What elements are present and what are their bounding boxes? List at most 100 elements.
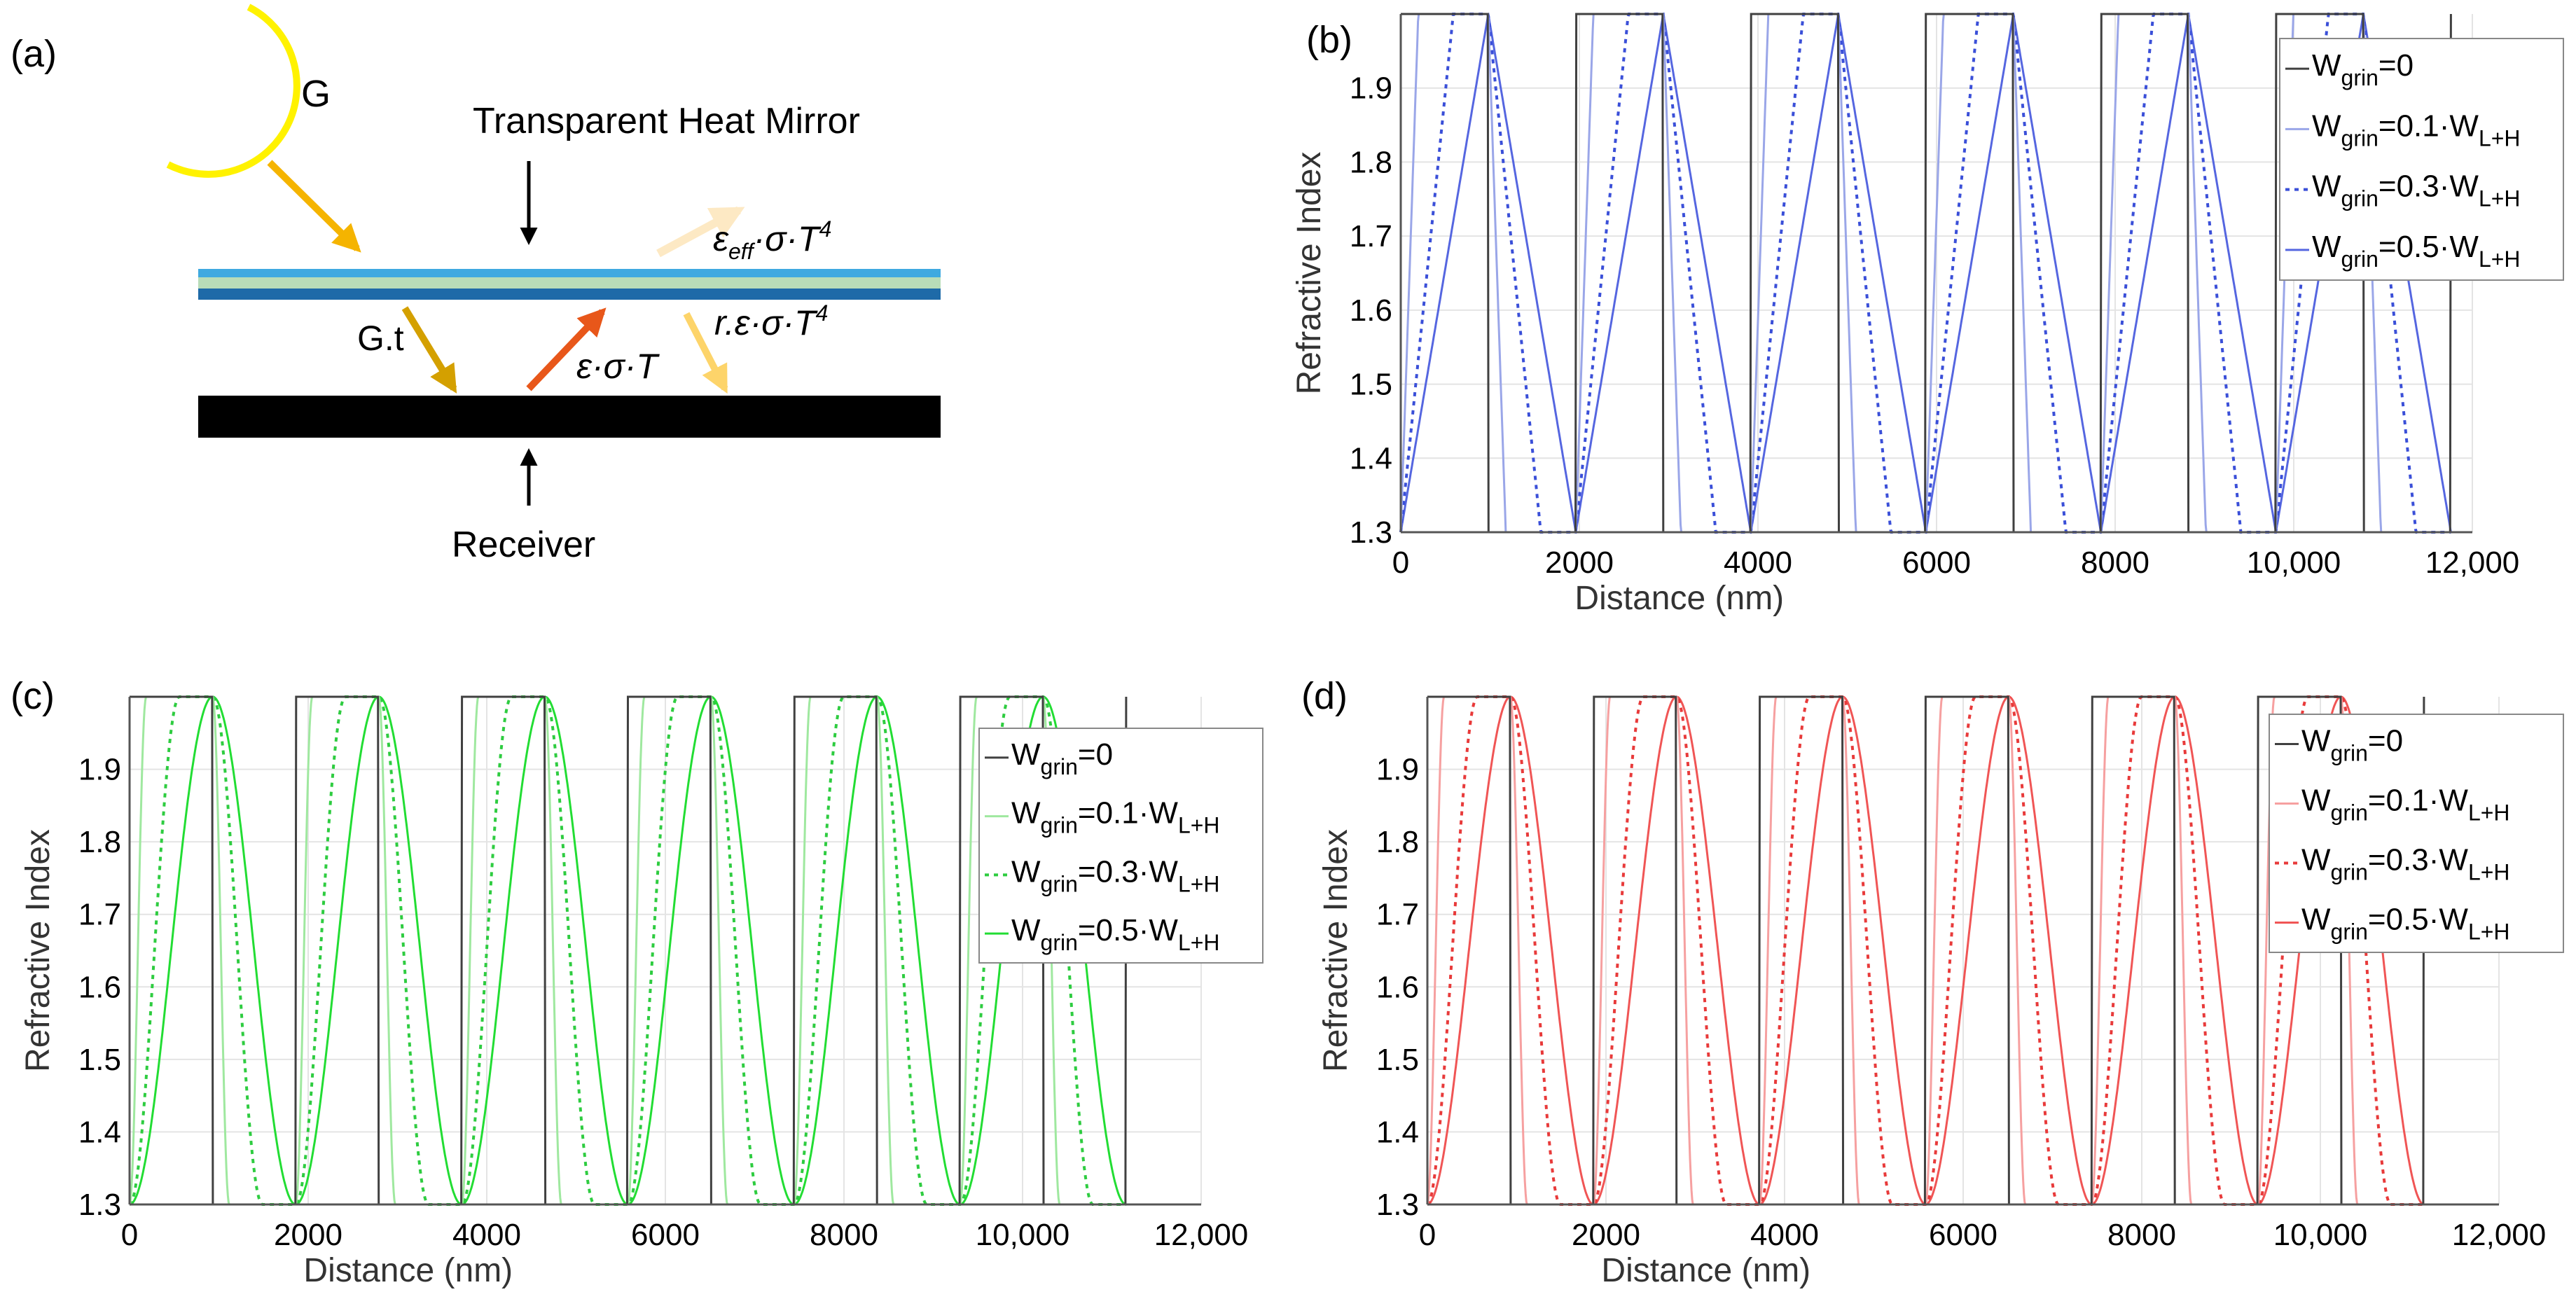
reflected-radiation-arrow (683, 312, 728, 394)
legend-entry: Wgrin=0.5·WL+H (1011, 913, 1220, 955)
legend: Wgrin=0 Wgrin=0.1·WL+H Wgrin=0.3·WL+H Wgrin… (978, 728, 1263, 964)
panel-c-label: (c) (11, 675, 55, 717)
legend-entry: Wgrin=0.3·WL+H (2301, 843, 2510, 885)
panel-b: (b) 0 2000 4000 6000 8000 10,000 12,000 1.3 1.4 1… (1291, 12, 2564, 617)
legend-entry: Wgrin=0.3·WL+H (1011, 854, 1220, 896)
y-tick-label: 1.5 (1376, 1043, 1419, 1077)
legend: Wgrin=0 Wgrin=0.1·WL+H Wgrin=0.3·WL+H Wgrin… (2279, 38, 2564, 281)
panel-a-label: (a) (11, 33, 57, 75)
x-tick-label: 6000 (1902, 546, 1971, 580)
legend-entry: Wgrin=0 (2312, 48, 2414, 90)
y-axis-label: Refractive Index (20, 829, 57, 1072)
x-tick-label: 2000 (274, 1218, 342, 1252)
legend-entry: Wgrin=0.1·WL+H (2312, 109, 2521, 151)
x-tick-label: 0 (1392, 546, 1409, 580)
y-tick-label: 1.6 (1376, 970, 1419, 1004)
legend-entry: Wgrin=0.1·WL+H (1011, 796, 1220, 838)
series-group (128, 695, 1128, 1206)
legend-entry: Wgrin=0 (1011, 737, 1113, 779)
transmitted-radiation-arrow (401, 306, 457, 394)
effective-emission-label: εeff·σ·T4 (713, 216, 831, 264)
x-tick-label: 10,000 (976, 1218, 1070, 1252)
panel-c: (c) 0 2000 4000 6000 8000 10,000 12,000 1.3 1.4 1… (11, 675, 1263, 1289)
reflected-label: r.ε·σ·T4 (714, 300, 828, 342)
y-tick-label: 1.6 (78, 970, 121, 1004)
y-tick-label: 1.5 (1350, 368, 1392, 402)
chart-c: 0 2000 4000 6000 8000 10,000 12,000 1.3 1.4 1.5 1.… (20, 695, 1263, 1289)
x-tick-label: 8000 (810, 1218, 878, 1252)
x-tick-label: 0 (1419, 1218, 1436, 1252)
x-tick-label: 8000 (2081, 546, 2149, 580)
legend-entry: Wgrin=0 (2301, 724, 2403, 766)
x-axis-label: Distance (nm) (1601, 1252, 1810, 1289)
x-axis-label: Distance (nm) (303, 1252, 513, 1289)
x-tick-label: 4000 (1724, 546, 1792, 580)
x-tick-label: 4000 (1750, 1218, 1819, 1252)
panel-d-label: (d) (1301, 675, 1348, 717)
y-tick-label: 1.4 (1350, 441, 1392, 475)
series-line (1427, 695, 2425, 1206)
x-tick-label: 6000 (1929, 1218, 1997, 1252)
mirror-layer-middle (198, 277, 941, 289)
sun-icon (166, 4, 300, 178)
legend: Wgrin=0 Wgrin=0.1·WL+H Wgrin=0.3·WL+H Wgrin… (2269, 714, 2564, 953)
mirror-layer-bottom (198, 289, 941, 300)
y-tick-label: 1.9 (1350, 71, 1392, 106)
panel-d: (d) 0 2000 4000 6000 8000 10,000 12,000 1.3 1.4 1… (1301, 675, 2564, 1289)
receiver-label: Receiver (452, 524, 595, 565)
receiver-emission-label: ε·σ·T (576, 347, 660, 386)
y-tick-label: 1.7 (1350, 219, 1392, 253)
receiver-emission-arrow (526, 307, 607, 391)
x-tick-label: 8000 (2107, 1218, 2176, 1252)
x-tick-label: 4000 (452, 1218, 521, 1252)
transmitted-label: G.t (357, 319, 404, 358)
legend-box (2269, 714, 2564, 953)
legend-box (2279, 38, 2564, 281)
y-axis-label: Refractive Index (1317, 829, 1355, 1072)
chart-b: 0 2000 4000 6000 8000 10,000 12,000 1.3 1.4 1.5 1.… (1291, 12, 2564, 617)
effective-emission-arrow (656, 206, 745, 258)
y-axis-label: Refractive Index (1291, 152, 1328, 395)
legend-entry: Wgrin=0.1·WL+H (2301, 784, 2510, 826)
panel-b-label: (b) (1306, 19, 1352, 61)
y-tick-label: 1.9 (78, 753, 121, 787)
mirror-layer-top (198, 269, 941, 277)
receiver-plate (198, 396, 941, 438)
legend-entry: Wgrin=0.3·WL+H (2312, 169, 2521, 211)
y-tick-label: 1.3 (78, 1188, 121, 1222)
y-tick-label: 1.7 (78, 898, 121, 932)
legend-box (978, 728, 1263, 964)
heat-mirror (198, 269, 941, 300)
y-tick-label: 1.4 (78, 1115, 121, 1149)
x-axis-label: Distance (nm) (1574, 580, 1784, 617)
panel-a: (a) G Transparent Heat Mirror G.t ε·σ·T … (11, 4, 941, 565)
incident-radiation-arrow (267, 160, 361, 253)
y-tick-label: 1.5 (78, 1043, 121, 1077)
series-line (130, 695, 1128, 1206)
y-tick-label: 1.4 (1376, 1115, 1419, 1149)
x-tick-label: 10,000 (2247, 546, 2341, 580)
series-line (1401, 13, 2452, 534)
y-tick-label: 1.3 (1350, 515, 1392, 550)
legend-entry: Wgrin=0.5·WL+H (2301, 903, 2510, 945)
y-tick-label: 1.3 (1376, 1188, 1419, 1222)
x-tick-label: 12,000 (1154, 1218, 1249, 1252)
chart-d: 0 2000 4000 6000 8000 10,000 12,000 1.3 1.4 1.5 1.… (1317, 695, 2564, 1289)
sun-label: G (301, 73, 331, 115)
x-tick-label: 12,000 (2425, 546, 2520, 580)
y-tick-label: 1.8 (1376, 825, 1419, 859)
y-tick-label: 1.8 (1350, 145, 1392, 179)
x-tick-label: 2000 (1572, 1218, 1640, 1252)
x-tick-label: 2000 (1545, 546, 1614, 580)
legend-entry: Wgrin=0.5·WL+H (2312, 230, 2521, 272)
x-tick-label: 12,000 (2452, 1218, 2547, 1252)
x-tick-label: 6000 (631, 1218, 700, 1252)
y-tick-label: 1.7 (1376, 898, 1419, 932)
y-tick-label: 1.9 (1376, 753, 1419, 787)
x-tick-label: 10,000 (2273, 1218, 2368, 1252)
y-tick-label: 1.6 (1350, 293, 1392, 328)
y-tick-label: 1.8 (78, 825, 121, 859)
x-tick-label: 0 (121, 1218, 138, 1252)
mirror-label: Transparent Heat Mirror (473, 101, 860, 141)
